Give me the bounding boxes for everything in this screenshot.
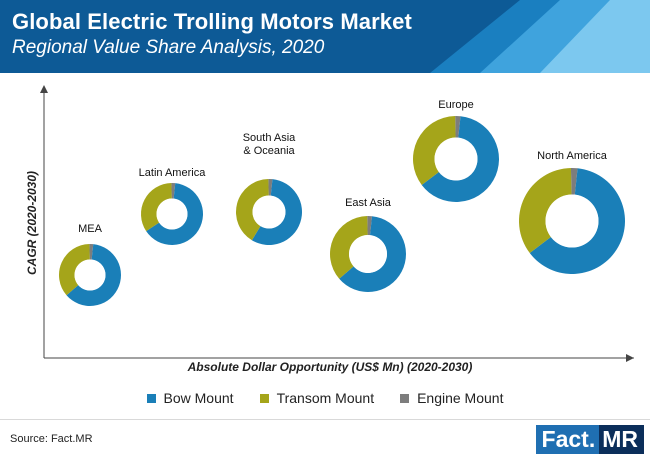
donut-latin-america: Latin America [139,167,207,245]
slice-mea-bow-mount [66,244,122,306]
logo-part-mr: MR [599,425,644,454]
donut-hole-south-asia-oceania [252,195,286,229]
donut-east-asia: East Asia [329,197,406,292]
header-banner: Global Electric Trolling Motors Market R… [0,0,650,73]
page-title: Global Electric Trolling Motors Market [12,9,412,34]
slice-europe-engine-mount [455,116,461,138]
legend-label-transom-mount: Transom Mount [276,390,375,406]
slice-east-asia-bow-mount [339,216,406,292]
y-axis-label: CAGR (2020-2030) [25,171,39,275]
slice-south-asia-oceania-transom-mount [235,179,269,241]
donut-hole-north-america [545,194,599,248]
donut-south-asia-oceania: South Asia & Oceania [235,132,302,245]
slice-north-america-bow-mount [529,168,625,274]
legend-label-engine-mount: Engine Mount [417,390,504,406]
donut-hole-mea [74,259,106,291]
source-note: Source: Fact.MR [10,433,93,445]
region-label-north-america: North America [537,150,608,162]
slice-south-asia-oceania-bow-mount [251,179,302,245]
donut-europe: Europe [413,99,500,202]
legend: Bow Mount Transom Mount Engine Mount [0,389,650,407]
donut-north-america: North America [519,150,625,274]
page-subtitle: Regional Value Share Analysis, 2020 [12,37,325,58]
region-label-latin-america: Latin America [139,167,207,179]
legend-swatch-transom-mount [259,393,269,403]
donut-hole-europe [434,137,478,181]
region-label-mea: MEA [78,223,103,235]
slice-east-asia-engine-mount [367,216,373,236]
slice-east-asia-transom-mount [329,216,368,279]
slice-south-asia-oceania-engine-mount [268,179,273,196]
legend-item-bow-mount: Bow Mount [146,389,234,407]
donut-hole-latin-america [156,198,188,230]
slice-latin-america-transom-mount [141,183,172,232]
donut-mea: MEA [59,223,122,306]
y-axis-arrow [40,85,48,93]
legend-item-transom-mount: Transom Mount [259,389,375,407]
legend-label-bow-mount: Bow Mount [163,390,234,406]
header-background [0,0,650,73]
slice-europe-transom-mount [413,116,456,185]
x-axis-label: Absolute Dollar Opportunity (US$ Mn) (20… [187,360,473,374]
slice-latin-america-engine-mount [171,183,176,199]
donut-hole-east-asia [349,235,387,273]
legend-swatch-bow-mount [146,393,156,403]
slice-mea-transom-mount [59,244,90,296]
slice-europe-bow-mount [421,116,500,202]
chart-axes: Absolute Dollar Opportunity (US$ Mn) (20… [25,85,634,374]
legend-swatch-engine-mount [400,393,410,403]
region-label-south-asia-oceania: South Asia & Oceania [243,132,296,157]
chart-area: Absolute Dollar Opportunity (US$ Mn) (20… [25,85,634,374]
region-label-east-asia: East Asia [345,197,392,209]
slice-mea-engine-mount [89,243,94,260]
region-label-europe: Europe [438,99,473,111]
factmr-logo: Fact. MR [535,425,644,454]
slice-north-america-engine-mount [570,168,578,195]
footer-divider [0,419,650,420]
donut-group: MEA Latin America South Asia & Oceania East … [59,99,625,306]
logo-part-fact: Fact. [535,425,600,454]
slice-latin-america-bow-mount [146,183,203,245]
slice-north-america-transom-mount [519,168,572,254]
legend-item-engine-mount: Engine Mount [400,389,503,407]
x-axis-arrow [626,354,634,362]
